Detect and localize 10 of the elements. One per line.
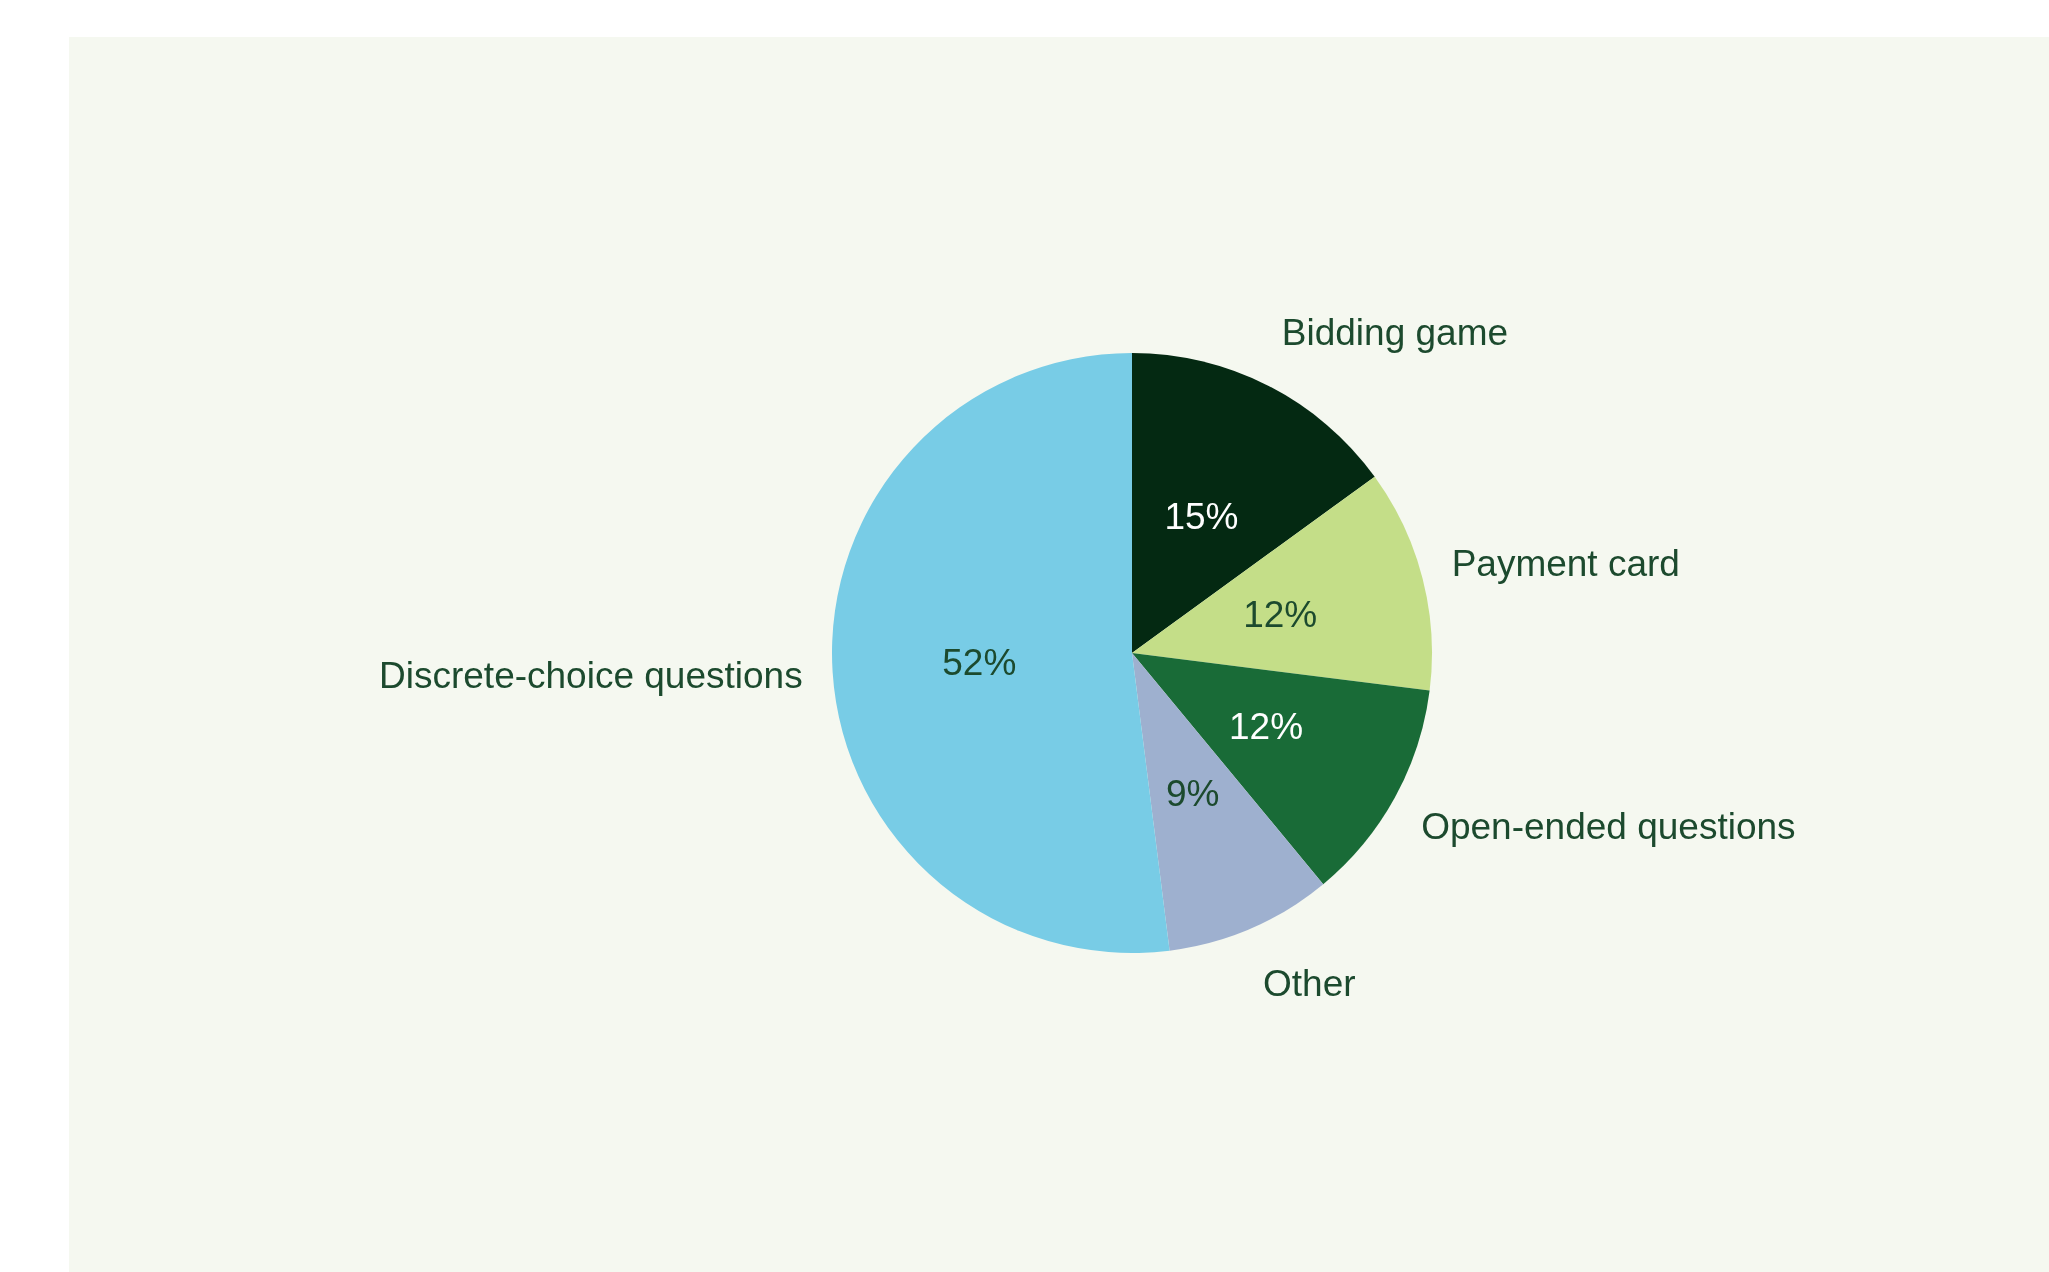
data-label: 12% — [1229, 706, 1304, 748]
slice-label: Discrete-choice questions — [379, 655, 803, 697]
data-label: 15% — [1164, 496, 1239, 538]
slice-label: Other — [1263, 962, 1356, 1004]
slice-label: Open-ended questions — [1421, 805, 1796, 847]
data-label: 9% — [1166, 772, 1220, 814]
data-label: 52% — [942, 642, 1017, 684]
slice-label: Bidding game — [1281, 311, 1509, 353]
data-label: 12% — [1243, 594, 1318, 636]
slice-label: Payment card — [1451, 542, 1680, 584]
